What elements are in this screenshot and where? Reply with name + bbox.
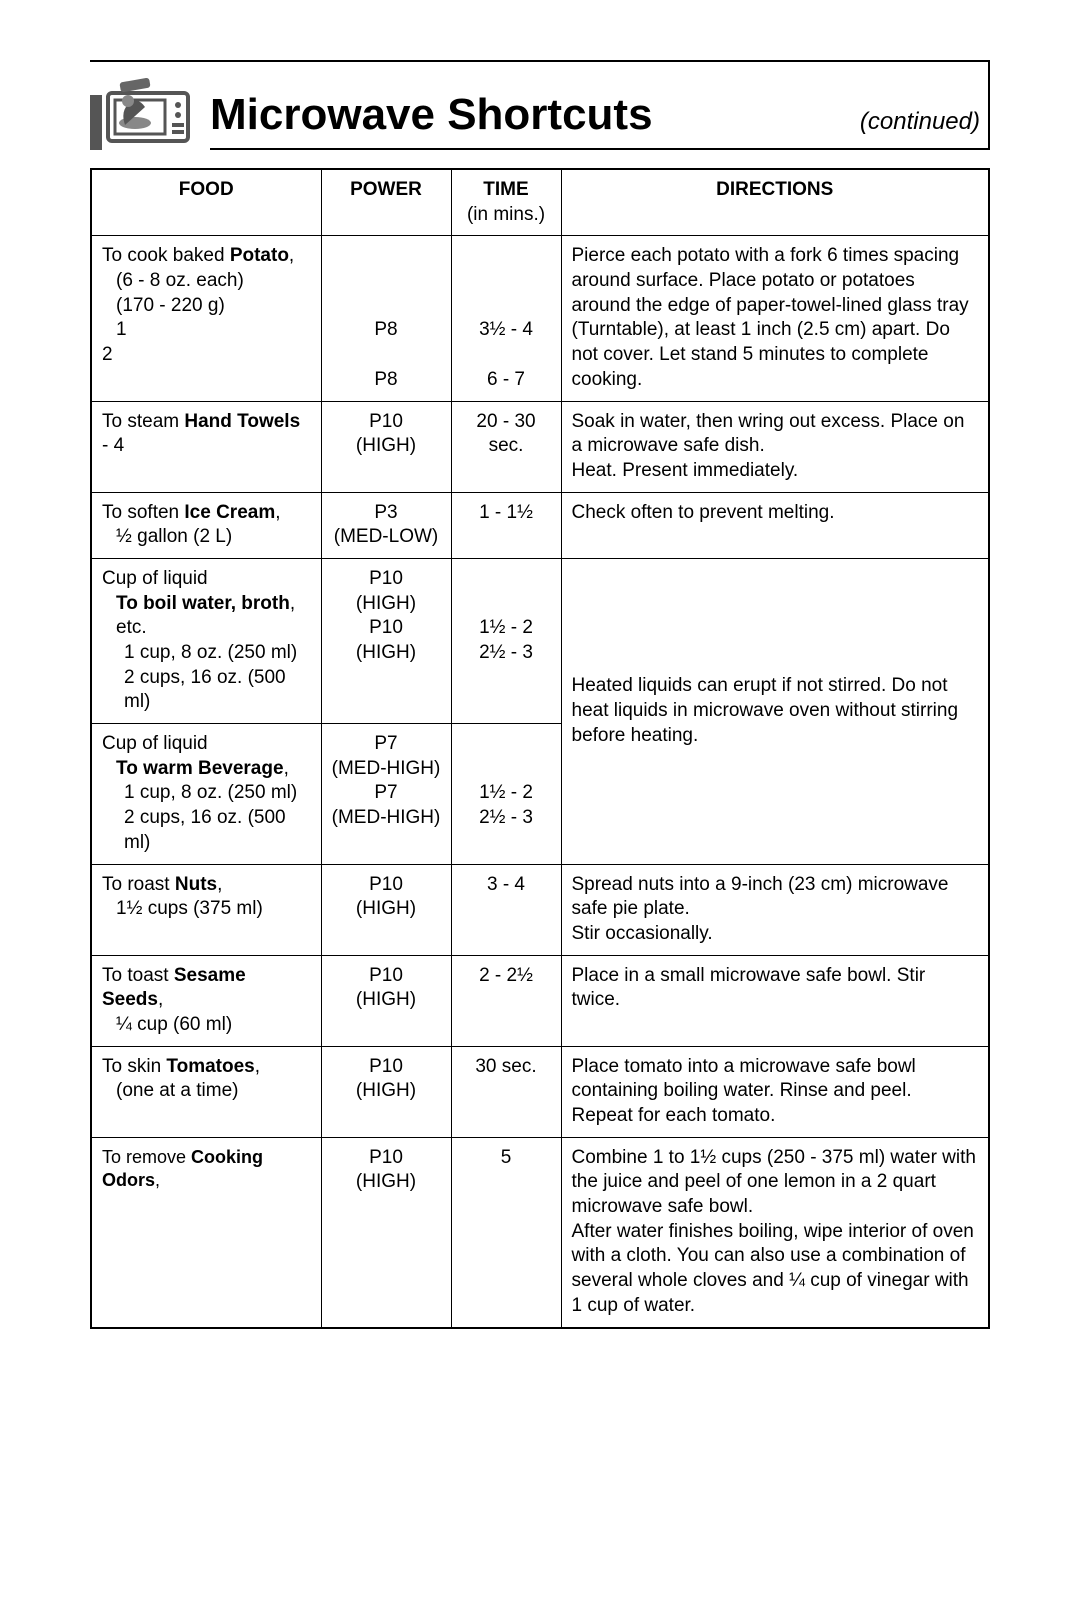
- food-warm: Cup of liquid To warm Beverage, 1 cup, 8…: [91, 724, 321, 864]
- table-row: Cup of liquid To boil water, broth, etc.…: [91, 558, 989, 723]
- directions-towels: Soak in water, then wring out excess. Pl…: [561, 401, 989, 492]
- col-time-header: TIME (in mins.): [451, 169, 561, 236]
- shortcuts-table: FOOD POWER TIME (in mins.) DIRECTIONS To…: [90, 168, 990, 1329]
- page-title: Microwave Shortcuts: [210, 90, 653, 140]
- directions-nuts: Spread nuts into a 9-inch (23 cm) microw…: [561, 864, 989, 955]
- power-boil: P10 (HIGH) P10 (HIGH): [321, 558, 451, 723]
- col-power-header: POWER: [321, 169, 451, 236]
- time-sublabel: (in mins.): [462, 203, 551, 228]
- table-row: To skin Tomatoes, (one at a time) P10 (H…: [91, 1046, 989, 1137]
- table-row: To steam Hand Towels - 4 P10 (HIGH) 20 -…: [91, 401, 989, 492]
- table-row: To remove Cooking Odors, P10 (HIGH) 5 Co…: [91, 1137, 989, 1327]
- time-icecream: 1 - 1½: [451, 492, 561, 558]
- power-odors: P10 (HIGH): [321, 1137, 451, 1327]
- table-row: To toast Sesame Seeds, ¼ cup (60 ml) P10…: [91, 955, 989, 1046]
- page-subtitle: (continued): [860, 108, 980, 136]
- power-potato: P8 P8: [321, 236, 451, 401]
- table-row: To cook baked Potato, (6 - 8 oz. each) (…: [91, 236, 989, 401]
- time-tomatoes: 30 sec.: [451, 1046, 561, 1137]
- time-sesame: 2 - 2½: [451, 955, 561, 1046]
- directions-tomatoes: Place tomato into a microwave safe bowl …: [561, 1046, 989, 1137]
- food-icecream: To soften Ice Cream, ½ gallon (2 L): [91, 492, 321, 558]
- directions-potato: Pierce each potato with a fork 6 times s…: [561, 236, 989, 401]
- col-food-header: FOOD: [91, 169, 321, 236]
- time-warm: 1½ - 2 2½ - 3: [451, 724, 561, 864]
- power-icecream: P3 (MED-LOW): [321, 492, 451, 558]
- table-row: To roast Nuts, 1½ cups (375 ml) P10 (HIG…: [91, 864, 989, 955]
- food-odors: To remove Cooking Odors,: [91, 1137, 321, 1327]
- food-sesame: To toast Sesame Seeds, ¼ cup (60 ml): [91, 955, 321, 1046]
- power-sesame: P10 (HIGH): [321, 955, 451, 1046]
- time-label: TIME: [483, 179, 528, 200]
- food-potato: To cook baked Potato, (6 - 8 oz. each) (…: [91, 236, 321, 401]
- power-warm: P7 (MED-HIGH) P7 (MED-HIGH): [321, 724, 451, 864]
- table-row: To soften Ice Cream, ½ gallon (2 L) P3 (…: [91, 492, 989, 558]
- power-tomatoes: P10 (HIGH): [321, 1046, 451, 1137]
- table-header-row: FOOD POWER TIME (in mins.) DIRECTIONS: [91, 169, 989, 236]
- time-boil: 1½ - 2 2½ - 3: [451, 558, 561, 723]
- col-directions-header: DIRECTIONS: [561, 169, 989, 236]
- time-towels: 20 - 30 sec.: [451, 401, 561, 492]
- microwave-icon: [90, 75, 200, 155]
- directions-icecream: Check often to prevent melting.: [561, 492, 989, 558]
- food-tomatoes: To skin Tomatoes, (one at a time): [91, 1046, 321, 1137]
- food-nuts: To roast Nuts, 1½ cups (375 ml): [91, 864, 321, 955]
- time-odors: 5: [451, 1137, 561, 1327]
- power-towels: P10 (HIGH): [321, 401, 451, 492]
- directions-liquids: Heated liquids can erupt if not stirred.…: [561, 558, 989, 864]
- time-potato: 3½ - 4 6 - 7: [451, 236, 561, 401]
- power-nuts: P10 (HIGH): [321, 864, 451, 955]
- directions-sesame: Place in a small microwave safe bowl. St…: [561, 955, 989, 1046]
- header-title-wrap: Microwave Shortcuts (continued): [210, 90, 988, 150]
- directions-odors: Combine 1 to 1½ cups (250 - 375 ml) wate…: [561, 1137, 989, 1327]
- food-boil: Cup of liquid To boil water, broth, etc.…: [91, 558, 321, 723]
- time-nuts: 3 - 4: [451, 864, 561, 955]
- food-towels: To steam Hand Towels - 4: [91, 401, 321, 492]
- page-header: Microwave Shortcuts (continued): [90, 60, 990, 150]
